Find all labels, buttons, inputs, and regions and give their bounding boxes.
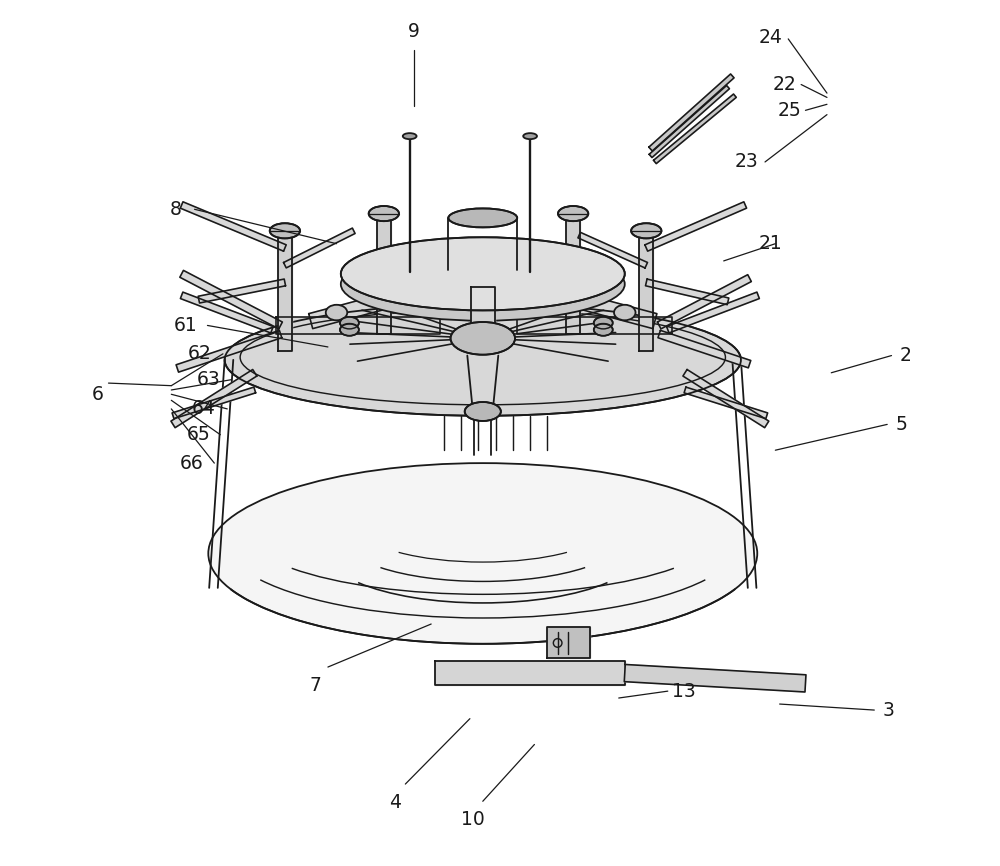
Text: 64: 64 — [192, 399, 216, 418]
Polygon shape — [524, 279, 657, 328]
Text: 66: 66 — [179, 454, 203, 473]
Polygon shape — [624, 664, 806, 692]
Ellipse shape — [369, 206, 399, 221]
Polygon shape — [578, 232, 648, 268]
Text: 25: 25 — [777, 100, 801, 120]
Text: 10: 10 — [461, 810, 484, 829]
Ellipse shape — [326, 305, 347, 320]
Text: 21: 21 — [758, 234, 782, 253]
Polygon shape — [284, 228, 355, 268]
Polygon shape — [649, 86, 729, 158]
Polygon shape — [171, 370, 257, 428]
Polygon shape — [276, 317, 440, 334]
Polygon shape — [309, 279, 442, 328]
Text: 65: 65 — [186, 425, 210, 444]
Polygon shape — [683, 370, 769, 428]
Ellipse shape — [451, 322, 515, 355]
Ellipse shape — [594, 324, 613, 336]
Text: 13: 13 — [672, 682, 696, 701]
Ellipse shape — [558, 206, 588, 221]
Ellipse shape — [614, 305, 636, 320]
Ellipse shape — [270, 223, 300, 238]
Ellipse shape — [340, 324, 359, 336]
Text: 4: 4 — [389, 792, 401, 811]
Text: 7: 7 — [309, 675, 321, 695]
Polygon shape — [649, 74, 734, 151]
Polygon shape — [639, 231, 653, 352]
Polygon shape — [377, 214, 391, 334]
Polygon shape — [435, 661, 625, 685]
Polygon shape — [654, 94, 736, 164]
Polygon shape — [667, 292, 759, 333]
Polygon shape — [684, 387, 768, 418]
Ellipse shape — [465, 402, 501, 421]
Text: 6: 6 — [91, 385, 103, 404]
Text: 9: 9 — [408, 23, 420, 42]
Polygon shape — [180, 202, 286, 251]
Text: 61: 61 — [173, 316, 197, 335]
Text: 5: 5 — [896, 415, 908, 434]
Ellipse shape — [225, 304, 741, 416]
Text: 8: 8 — [170, 200, 182, 219]
Polygon shape — [645, 279, 729, 305]
Text: 62: 62 — [188, 345, 212, 364]
Text: 24: 24 — [758, 28, 782, 47]
Ellipse shape — [341, 237, 625, 310]
Text: 23: 23 — [734, 152, 758, 171]
Polygon shape — [658, 330, 751, 368]
Text: 3: 3 — [883, 701, 895, 720]
Polygon shape — [278, 231, 292, 352]
Ellipse shape — [523, 133, 537, 139]
Ellipse shape — [340, 317, 359, 329]
Ellipse shape — [403, 133, 417, 139]
Text: 22: 22 — [773, 75, 797, 94]
Polygon shape — [172, 387, 256, 418]
Polygon shape — [517, 317, 672, 334]
Polygon shape — [471, 287, 495, 334]
Polygon shape — [180, 270, 282, 329]
Polygon shape — [547, 628, 590, 658]
Ellipse shape — [631, 223, 661, 238]
Text: 63: 63 — [197, 370, 220, 389]
Polygon shape — [645, 202, 747, 251]
Polygon shape — [198, 279, 286, 303]
Polygon shape — [566, 214, 580, 334]
Polygon shape — [176, 330, 282, 372]
Text: 2: 2 — [900, 346, 912, 365]
Ellipse shape — [341, 248, 625, 320]
Ellipse shape — [594, 317, 613, 329]
Polygon shape — [180, 292, 273, 333]
Polygon shape — [657, 275, 751, 329]
Ellipse shape — [448, 209, 517, 228]
Ellipse shape — [208, 463, 757, 643]
